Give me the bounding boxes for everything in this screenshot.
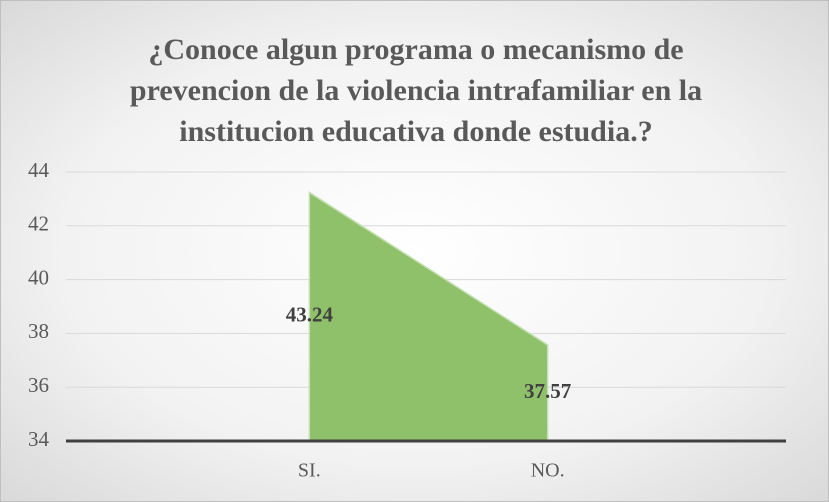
- y-tick-label: 40: [28, 265, 49, 289]
- y-tick-label: 34: [28, 427, 50, 451]
- y-tick-label: 42: [28, 212, 49, 236]
- area: [308, 191, 549, 442]
- y-tick-label: 38: [28, 319, 49, 343]
- data-label: 37.57: [524, 379, 571, 403]
- data-label: 43.24: [286, 303, 334, 327]
- x-tick-label: NO.: [531, 460, 565, 482]
- y-tick-label: 44: [28, 158, 50, 182]
- y-tick-label: 36: [28, 373, 49, 397]
- chart-title: ¿Conoce algun programa o mecanismo de pr…: [129, 33, 703, 148]
- x-tick-label: SI.: [298, 460, 321, 482]
